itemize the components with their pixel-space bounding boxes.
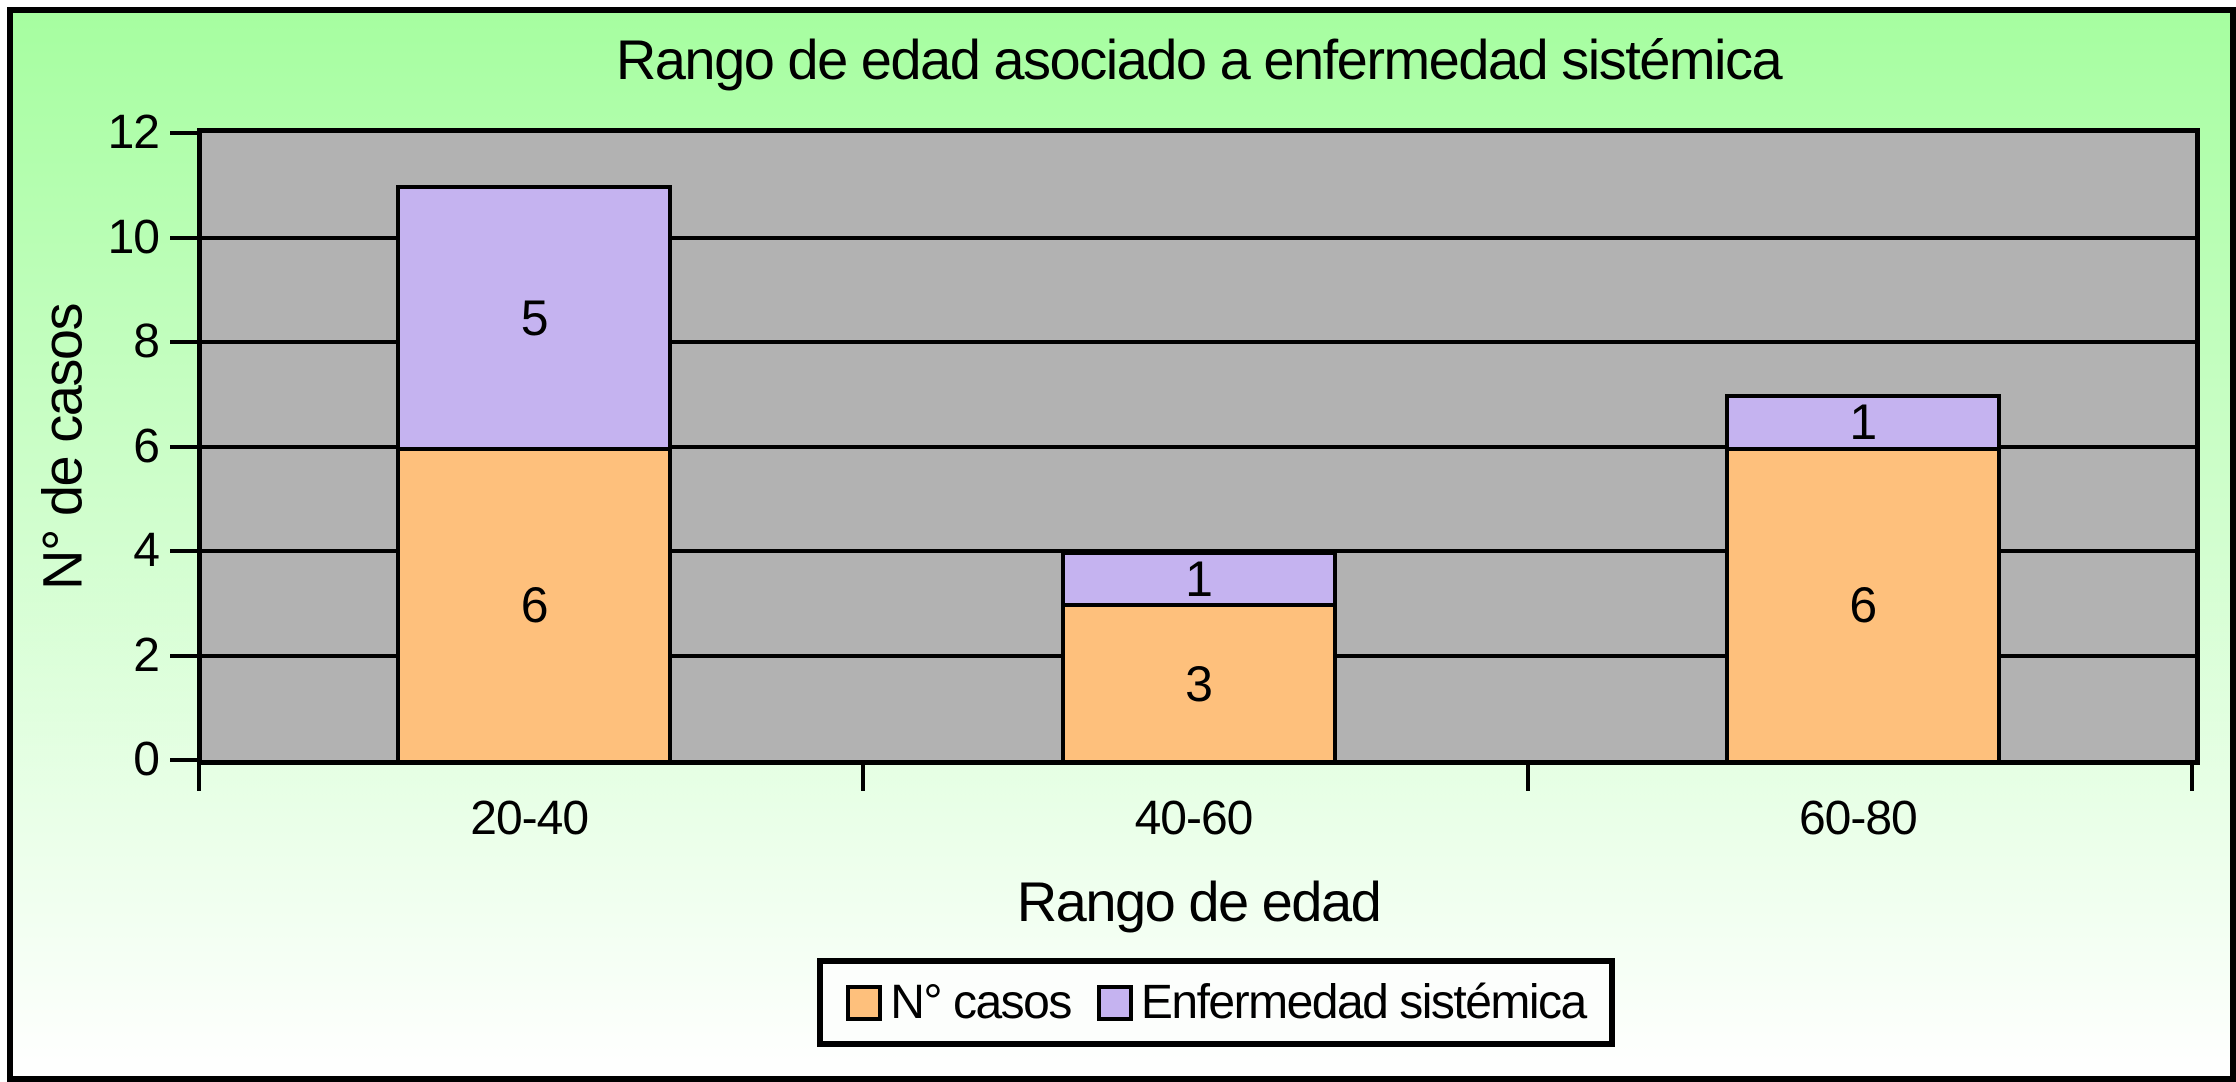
bar-value-label: 1 (1185, 551, 1213, 604)
x-tick-label-60-80: 60-80 (1798, 792, 1918, 845)
legend-label: Enfermedad sistémica (1140, 976, 1587, 1029)
x-axis-title: Rango de edad (1016, 870, 1382, 933)
bar-segment: 1 (1724, 394, 2001, 447)
y-tick-label-2: 2 (133, 628, 160, 682)
x-tick-label-20-40: 20-40 (470, 792, 589, 845)
bar-value-label: 6 (520, 577, 549, 634)
y-axis-tick (170, 758, 197, 762)
x-tick-label-40-60: 40-60 (1134, 792, 1254, 845)
y-axis-tick (170, 340, 197, 344)
y-tick-label-12: 12 (107, 106, 160, 159)
x-axis-tick (2190, 765, 2194, 791)
y-tick-label-4: 4 (133, 524, 160, 577)
y-tick-label-6: 6 (133, 419, 160, 473)
gridline-y-10 (202, 235, 2195, 240)
bar-segment: 1 (1060, 551, 1337, 604)
bar-segment: 6 (1724, 446, 2001, 760)
y-axis-tick (170, 653, 197, 658)
bar-segment: 6 (396, 446, 673, 760)
gridline-y-8 (202, 340, 2195, 344)
bar-value-label: 1 (1849, 394, 1877, 447)
x-axis-tick (861, 765, 866, 791)
y-tick-label-10: 10 (107, 210, 160, 264)
bar-segment: 3 (1060, 603, 1337, 760)
chart-title: Rango de edad asociado a enfermedad sist… (615, 28, 1783, 91)
legend-label: N° casos (890, 976, 1072, 1029)
y-axis-tick (170, 235, 197, 240)
x-axis-tick (197, 765, 201, 791)
bar-value-label: 3 (1185, 655, 1213, 712)
legend-swatch-icon (1096, 984, 1133, 1021)
legend-item: Enfermedad sistémica (1096, 975, 1587, 1030)
legend-swatch-icon (846, 984, 883, 1021)
legend-item: N° casos (846, 975, 1072, 1030)
bar-value-label: 5 (520, 289, 549, 346)
y-axis-tick (170, 444, 197, 449)
legend: N° casos Enfermedad sistémica (817, 958, 1615, 1047)
y-tick-label-8: 8 (133, 315, 160, 368)
y-tick-label-0: 0 (133, 733, 160, 786)
x-axis-tick (1525, 765, 1530, 791)
y-axis-tick (170, 131, 197, 135)
gridline-y-6 (202, 444, 2195, 449)
y-axis-tick (170, 549, 197, 553)
chart-frame: Rango de edad asociado a enfermedad sist… (7, 7, 2236, 1082)
bar-segment: 5 (396, 185, 673, 447)
bar-value-label: 6 (1849, 577, 1877, 634)
